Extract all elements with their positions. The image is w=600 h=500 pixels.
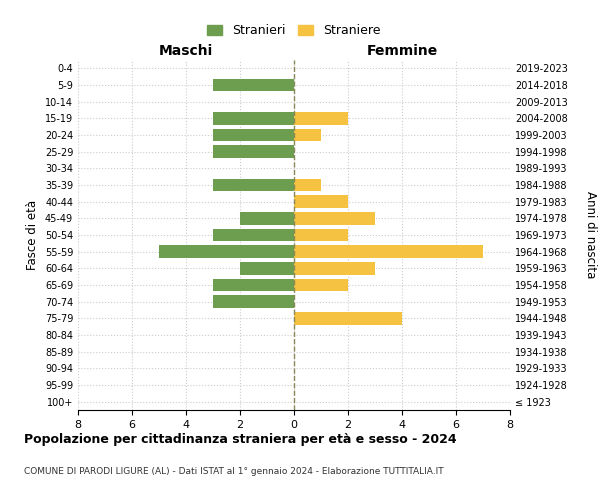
Text: Maschi: Maschi (159, 44, 213, 59)
Bar (213, 79, 294, 92)
Bar (294, 229, 348, 241)
Bar (240, 262, 294, 274)
Y-axis label: Fasce di età: Fasce di età (26, 200, 39, 270)
Bar (213, 146, 294, 158)
Bar (294, 112, 348, 124)
Bar (294, 212, 375, 224)
Bar (294, 262, 375, 274)
Bar (213, 179, 294, 192)
Bar (240, 212, 294, 224)
Text: Popolazione per cittadinanza straniera per età e sesso - 2024: Popolazione per cittadinanza straniera p… (24, 432, 457, 446)
Bar (294, 129, 321, 141)
Text: Femmine: Femmine (367, 44, 437, 59)
Text: COMUNE DI PARODI LIGURE (AL) - Dati ISTAT al 1° gennaio 2024 - Elaborazione TUTT: COMUNE DI PARODI LIGURE (AL) - Dati ISTA… (24, 468, 443, 476)
Y-axis label: Anni di nascita: Anni di nascita (584, 192, 598, 278)
Bar (294, 196, 348, 208)
Bar (213, 296, 294, 308)
Bar (294, 246, 483, 258)
Bar (294, 279, 348, 291)
Bar (213, 129, 294, 141)
Bar (213, 279, 294, 291)
Bar (294, 179, 321, 192)
Bar (159, 246, 294, 258)
Bar (213, 229, 294, 241)
Bar (213, 112, 294, 124)
Bar (294, 312, 402, 324)
Legend: Stranieri, Straniere: Stranieri, Straniere (207, 24, 381, 38)
